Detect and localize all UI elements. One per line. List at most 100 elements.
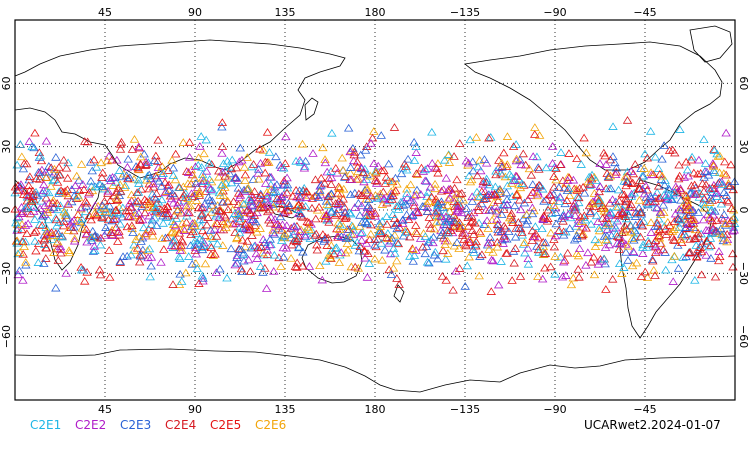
observation-triangle xyxy=(635,207,646,216)
observation-triangle xyxy=(194,215,205,224)
observation-triangle xyxy=(405,180,416,189)
observation-triangle xyxy=(217,118,228,126)
observation-triangle xyxy=(321,196,332,205)
observation-triangle xyxy=(181,189,191,197)
observation-triangle xyxy=(231,163,242,172)
observation-triangle xyxy=(658,200,668,209)
observation-triangle xyxy=(370,240,380,249)
observation-triangle xyxy=(102,156,112,165)
dataset-date-label: UCARwet2.2024-01-07 xyxy=(584,418,721,432)
observation-triangle xyxy=(13,270,23,279)
observation-triangle xyxy=(668,235,679,244)
observation-triangle xyxy=(461,204,472,212)
observation-triangle xyxy=(538,242,549,251)
observation-triangle xyxy=(457,188,467,197)
observation-triangle xyxy=(115,187,126,195)
observation-triangle xyxy=(41,136,52,145)
observation-triangle xyxy=(54,162,64,171)
observation-triangle xyxy=(77,214,87,223)
observation-triangle xyxy=(547,159,558,167)
observation-triangle xyxy=(681,196,691,204)
observation-triangle xyxy=(586,174,597,183)
observation-triangle xyxy=(515,272,526,280)
observation-triangle xyxy=(614,196,624,205)
observation-triangle xyxy=(555,252,566,261)
observation-triangle xyxy=(429,224,440,233)
observation-triangle xyxy=(258,248,268,257)
observation-triangle xyxy=(164,180,174,189)
observation-triangle xyxy=(707,216,717,225)
observation-triangle xyxy=(292,258,302,267)
observation-triangle xyxy=(596,256,607,265)
observation-triangle xyxy=(508,218,518,226)
legend-c2e2: C2E2 xyxy=(75,418,107,432)
observation-triangle xyxy=(222,273,232,282)
observation-triangle xyxy=(37,221,47,229)
observation-triangle xyxy=(59,155,69,164)
observation-triangle xyxy=(129,246,139,254)
observation-triangle xyxy=(133,163,143,171)
observation-triangle xyxy=(198,176,209,185)
observation-triangle xyxy=(538,184,548,193)
observation-triangle xyxy=(369,127,379,135)
observation-triangle xyxy=(239,185,249,194)
observation-triangle xyxy=(157,195,167,204)
observation-triangle xyxy=(659,180,670,189)
observation-triangle xyxy=(501,249,511,257)
observation-triangle xyxy=(55,201,66,210)
observation-triangle xyxy=(80,197,91,205)
observation-triangle xyxy=(710,272,721,281)
observation-triangle xyxy=(431,194,441,203)
observation-triangle xyxy=(688,205,698,214)
observation-triangle xyxy=(471,241,481,250)
observation-triangle xyxy=(144,184,154,193)
observation-triangle xyxy=(49,248,59,256)
observation-triangle xyxy=(416,190,426,198)
observation-triangle xyxy=(389,123,400,131)
observation-triangle xyxy=(660,176,670,184)
observation-triangle xyxy=(168,163,179,172)
lat-tick-left: 30 xyxy=(0,140,13,154)
observation-triangle xyxy=(363,249,373,257)
observation-triangle xyxy=(174,228,185,237)
observation-triangle xyxy=(513,218,524,226)
observation-triangle xyxy=(549,242,560,251)
observation-triangle xyxy=(244,194,254,203)
observation-triangle xyxy=(460,282,470,290)
observation-triangle xyxy=(549,201,559,209)
observation-triangle xyxy=(514,180,524,189)
observation-triangle xyxy=(317,275,327,284)
observation-triangle xyxy=(518,214,529,223)
observation-triangle xyxy=(37,165,47,174)
observation-triangle xyxy=(18,249,28,258)
observation-triangle xyxy=(256,195,267,204)
observation-triangle xyxy=(638,249,648,257)
observation-triangle xyxy=(262,192,272,201)
observation-triangle xyxy=(636,272,647,280)
observation-triangle xyxy=(350,262,360,271)
observation-triangle xyxy=(611,202,622,211)
observation-triangle xyxy=(519,180,529,189)
observation-triangle xyxy=(504,213,515,222)
observation-triangle xyxy=(278,208,289,217)
observation-triangle xyxy=(322,241,332,249)
observation-triangle xyxy=(652,188,662,196)
observation-triangle xyxy=(326,180,336,188)
observation-triangle xyxy=(40,167,51,176)
observation-triangle xyxy=(113,237,123,245)
observation-triangle xyxy=(111,194,122,202)
observation-triangle xyxy=(356,150,366,159)
observation-triangle xyxy=(650,242,661,251)
observation-triangle xyxy=(643,236,653,245)
observation-triangle xyxy=(52,244,63,253)
observation-triangle xyxy=(340,173,350,181)
observation-triangle xyxy=(112,196,122,205)
observation-triangle xyxy=(449,193,460,202)
observation-triangle xyxy=(33,167,44,176)
observation-triangle xyxy=(282,188,292,197)
observation-triangle xyxy=(621,248,631,256)
observation-triangle xyxy=(554,226,564,234)
observation-triangle xyxy=(24,181,34,189)
observation-triangle xyxy=(701,236,712,245)
observation-triangle xyxy=(143,158,154,167)
